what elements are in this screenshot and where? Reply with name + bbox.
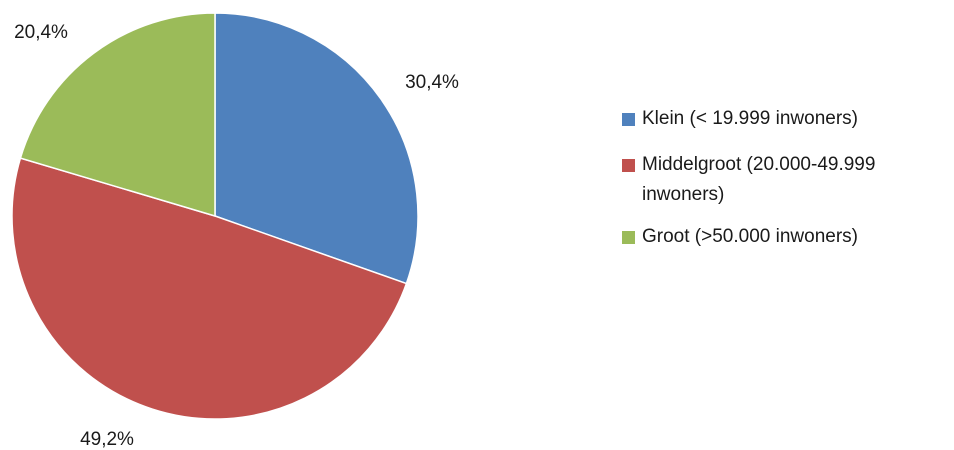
legend-item-groot: Groot (>50.000 inwoners) <box>622 222 952 252</box>
pie-slices <box>11 12 419 420</box>
data-label-middelgroot: 49,2% <box>80 429 134 450</box>
legend-label: Klein (< 19.999 inwoners) <box>642 108 858 129</box>
data-labels: 30,4% 49,2% 20,4% <box>14 22 459 450</box>
legend-item-klein: Klein (< 19.999 inwoners) <box>622 104 952 134</box>
legend: Klein (< 19.999 inwoners) Middelgroot (20… <box>622 104 952 268</box>
slice-groot <box>19 12 216 218</box>
legend-swatch <box>622 231 635 244</box>
legend-label: Middelgroot (20.000-49.999 inwoners) <box>642 154 876 205</box>
slice-klein <box>214 12 419 285</box>
legend-swatch <box>622 113 635 126</box>
data-label-groot: 20,4% <box>14 22 68 43</box>
slice-middelgroot <box>11 157 408 420</box>
legend-label: Groot (>50.000 inwoners) <box>642 226 858 247</box>
legend-item-middelgroot: Middelgroot (20.000-49.999 inwoners) <box>622 150 952 210</box>
legend-swatch <box>622 159 635 172</box>
data-label-klein: 30,4% <box>405 72 459 93</box>
